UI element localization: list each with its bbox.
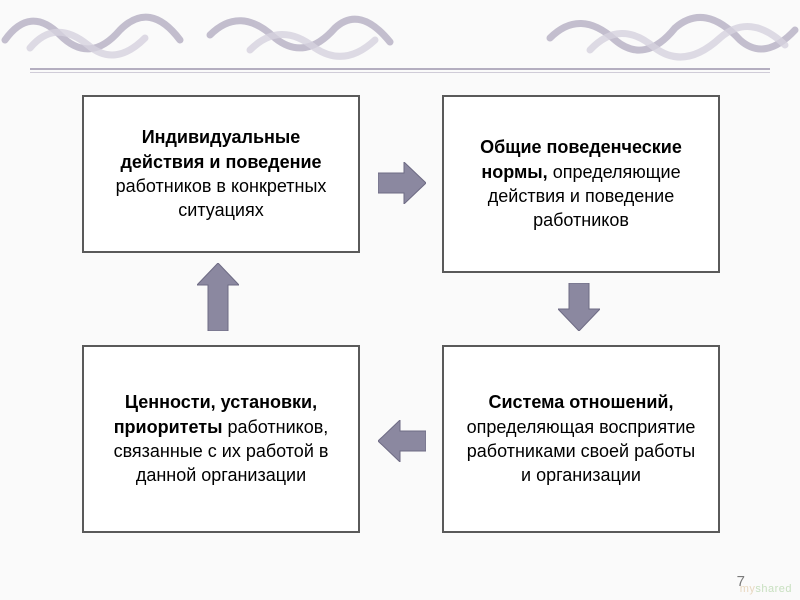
box-values-priorities: Ценности, установки, приоритеты работник… <box>82 345 360 533</box>
arrow-right-icon <box>378 162 426 204</box>
header-divider <box>30 68 770 70</box>
box-relations-system: Система отношений, определяющая восприят… <box>442 345 720 533</box>
box-bold: Система отношений, <box>488 392 673 412</box>
header-divider-2 <box>30 72 770 73</box>
arrow-up-icon <box>197 263 239 331</box>
box-individual-actions: Индивидуальные действия и поведение рабо… <box>82 95 360 253</box>
box-behavioral-norms: Общие поведенческие нормы, определяющие … <box>442 95 720 273</box>
box-bold: Индивидуальные действия и поведение <box>120 127 321 171</box>
box-normal: определяющая восприятие работниками свое… <box>467 417 696 486</box>
header-decoration <box>0 0 800 70</box>
arrow-left-icon <box>378 420 426 462</box>
box-normal: работников в конкретных ситуациях <box>116 176 327 220</box>
arrow-down-icon <box>558 283 600 331</box>
watermark: myshared <box>740 583 792 595</box>
